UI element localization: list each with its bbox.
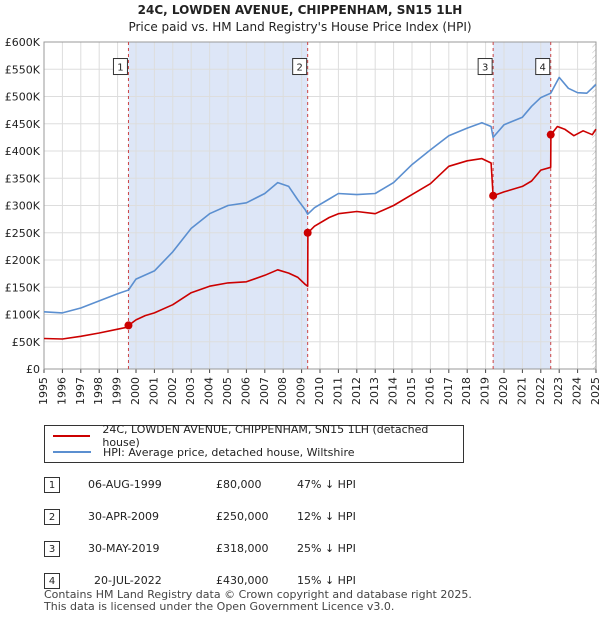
transaction-number-badge: 3 — [44, 541, 60, 557]
y-tick-label: £350K — [5, 172, 41, 185]
sale-point — [489, 191, 498, 200]
x-tick-label: 2015 — [405, 377, 418, 405]
transaction-price: £430,000 — [216, 574, 269, 587]
legend: 24C, LOWDEN AVENUE, CHIPPENHAM, SN15 1LH… — [44, 423, 464, 463]
footer-copyright: Contains HM Land Registry data © Crown c… — [44, 588, 472, 601]
y-tick-label: £400K — [5, 145, 41, 158]
x-tick-label: 2011 — [331, 377, 344, 405]
transaction-number-badge: 2 — [44, 509, 60, 525]
y-tick-label: £50K — [12, 336, 41, 349]
transaction-date: 06-AUG-1999 — [88, 478, 162, 491]
y-tick-label: £0 — [26, 363, 40, 376]
transaction-hpi-diff: 25% ↓ HPI — [297, 542, 356, 555]
legend-hpi-swatch — [53, 451, 91, 453]
sale-label: 1 — [117, 63, 123, 74]
x-tick-label: 2012 — [350, 377, 363, 405]
x-tick-label: 2005 — [221, 377, 234, 405]
sale-point — [546, 130, 555, 139]
x-tick-label: 2010 — [313, 377, 326, 405]
x-tick-label: 2017 — [442, 377, 455, 405]
x-tick-label: 2003 — [184, 377, 197, 405]
legend-item-property: 24C, LOWDEN AVENUE, CHIPPENHAM, SN15 1LH… — [53, 423, 463, 449]
legend-item-hpi: HPI: Average price, detached house, Wilt… — [53, 444, 355, 460]
y-tick-label: £250K — [5, 227, 41, 240]
footer-licence: This data is licensed under the Open Gov… — [44, 600, 395, 613]
transaction-price: £318,000 — [216, 542, 269, 555]
y-tick-label: £600K — [5, 36, 41, 49]
footer-notice: Contains HM Land Registry data © Crown c… — [44, 589, 472, 613]
transaction-number-badge: 4 — [44, 573, 60, 589]
transaction-hpi-diff: 15% ↓ HPI — [297, 574, 356, 587]
x-tick-label: 1999 — [111, 377, 124, 405]
x-tick-label: 1998 — [92, 377, 105, 405]
x-tick-label: 2002 — [166, 377, 179, 405]
y-tick-label: £450K — [5, 118, 41, 131]
x-tick-label: 2024 — [571, 377, 584, 405]
sale-label-box — [535, 58, 551, 76]
legend-hpi-label: HPI: Average price, detached house, Wilt… — [103, 445, 355, 459]
x-tick-label: 2014 — [387, 377, 400, 405]
transaction-price: £80,000 — [216, 478, 262, 491]
hpi-line — [43, 76, 597, 314]
transaction-date: 30-MAY-2019 — [88, 542, 160, 555]
transaction-hpi-diff: 47% ↓ HPI — [297, 478, 356, 491]
y-tick-label: £550K — [5, 63, 41, 76]
x-tick-label: 2018 — [460, 377, 473, 405]
x-tick-label: 2000 — [129, 377, 142, 405]
chart-title: 24C, LOWDEN AVENUE, CHIPPENHAM, SN15 1LH — [138, 3, 463, 17]
x-tick-label: 2009 — [295, 377, 308, 405]
y-tick-label: £300K — [5, 200, 41, 213]
x-tick-label: 2006 — [239, 377, 252, 405]
x-tick-label: 2019 — [479, 377, 492, 405]
sale-label-box — [292, 58, 308, 76]
x-tick-label: 1997 — [74, 377, 87, 405]
x-tick-label: 2022 — [534, 377, 547, 405]
x-tick-label: 2001 — [147, 377, 160, 405]
y-tick-label: £200K — [5, 254, 41, 267]
x-tick-label: 2007 — [258, 377, 271, 405]
transaction-price: £250,000 — [216, 510, 269, 523]
price-chart: 24C, LOWDEN AVENUE, CHIPPENHAM, SN15 1LH… — [5, 3, 600, 405]
sale-point — [124, 321, 133, 330]
sale-label: 2 — [296, 63, 302, 74]
chart-subtitle: Price paid vs. HM Land Registry's House … — [128, 20, 471, 34]
legend-property-swatch — [53, 435, 91, 437]
y-tick-label: £100K — [5, 309, 41, 322]
x-tick-label: 1996 — [55, 377, 68, 405]
property-price-line — [43, 125, 597, 340]
x-tick-label: 2025 — [589, 377, 600, 405]
y-tick-label: £150K — [5, 281, 41, 294]
transaction-number-badge: 1 — [44, 477, 60, 493]
legend-property-label: 24C, LOWDEN AVENUE, CHIPPENHAM, SN15 1LH… — [102, 423, 429, 449]
sale-point — [303, 228, 312, 237]
x-tick-label: 2020 — [497, 377, 510, 405]
y-tick-label: £500K — [5, 91, 41, 104]
x-tick-label: 2004 — [203, 377, 216, 405]
plot-border — [43, 41, 597, 370]
x-tick-label: 1995 — [37, 377, 50, 405]
x-tick-label: 2008 — [276, 377, 289, 405]
transaction-hpi-diff: 12% ↓ HPI — [297, 510, 356, 523]
sale-label: 3 — [482, 63, 488, 74]
transaction-date: 30-APR-2009 — [88, 510, 160, 523]
x-tick-label: 2023 — [552, 377, 565, 405]
sale-label-box — [477, 58, 493, 76]
x-tick-label: 2013 — [368, 377, 381, 405]
x-tick-label: 2021 — [515, 377, 528, 405]
transaction-date: 20-JUL-2022 — [94, 574, 162, 587]
sale-label: 4 — [540, 63, 546, 74]
x-tick-label: 2016 — [423, 377, 436, 405]
sale-label-box — [112, 58, 128, 76]
